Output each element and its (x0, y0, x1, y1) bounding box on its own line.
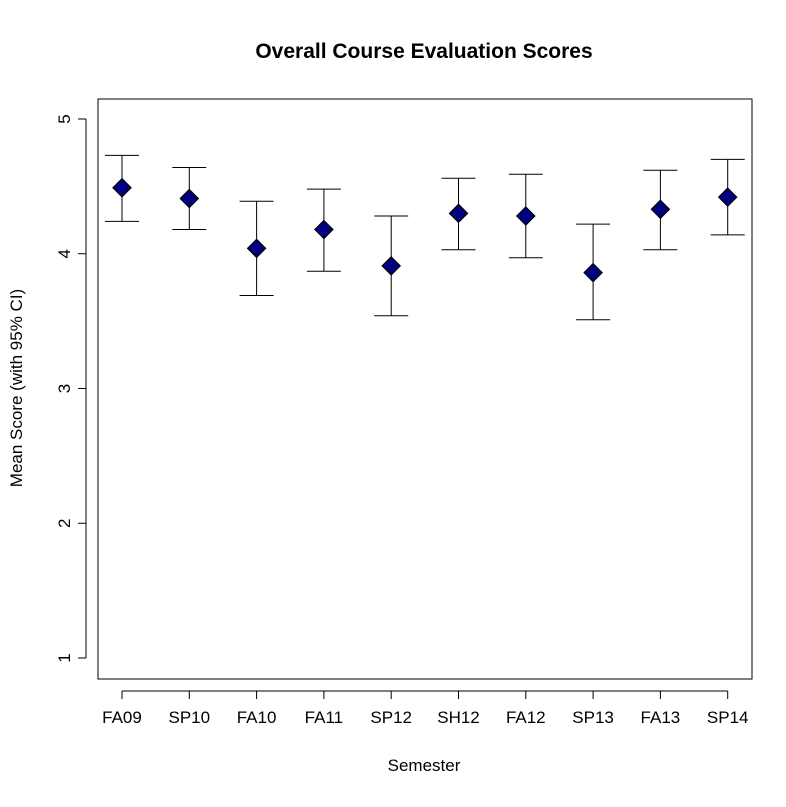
error-bars (105, 154, 745, 321)
y-axis: 1 2 3 4 5 (55, 114, 87, 663)
x-tick-label: FA13 (641, 708, 681, 727)
mean-marker (515, 206, 536, 226)
mean-marker (381, 256, 402, 276)
mean-marker (650, 199, 671, 220)
mean-marker (246, 238, 267, 259)
x-tick-label: FA09 (102, 708, 142, 727)
mean-marker (314, 219, 334, 240)
mean-marker (112, 177, 132, 198)
mean-marker (717, 187, 738, 208)
x-tick-label: FA11 (305, 708, 343, 727)
x-tick-label: SP14 (707, 708, 749, 727)
mean-marker (448, 203, 469, 224)
mean-marker (583, 262, 603, 283)
y-tick-label: 1 (55, 653, 74, 662)
x-tick-label: FA12 (506, 708, 546, 727)
y-tick-label: 3 (55, 384, 74, 393)
y-axis-label: Mean Score (with 95% CI) (7, 289, 26, 487)
x-axis-label: Semester (388, 756, 461, 775)
plot-frame (97, 98, 753, 680)
y-tick-label: 4 (55, 249, 74, 258)
mean-marker (179, 188, 200, 209)
x-tick-label: SH12 (437, 708, 480, 727)
x-tick-label: SP13 (572, 708, 614, 727)
x-tick-label: FA10 (237, 708, 277, 727)
y-tick-label: 2 (55, 519, 74, 528)
y-tick-label: 5 (55, 114, 74, 123)
x-tick-label: SP10 (169, 708, 211, 727)
mean-markers (112, 177, 738, 283)
x-tick-label: SP12 (370, 708, 412, 727)
x-axis: FA09 SP10 FA10 FA11 SP12 SH12 FA12 SP13 FA13 SP14 (102, 690, 749, 727)
chart-title: Overall Course Evaluation Scores (255, 40, 592, 63)
